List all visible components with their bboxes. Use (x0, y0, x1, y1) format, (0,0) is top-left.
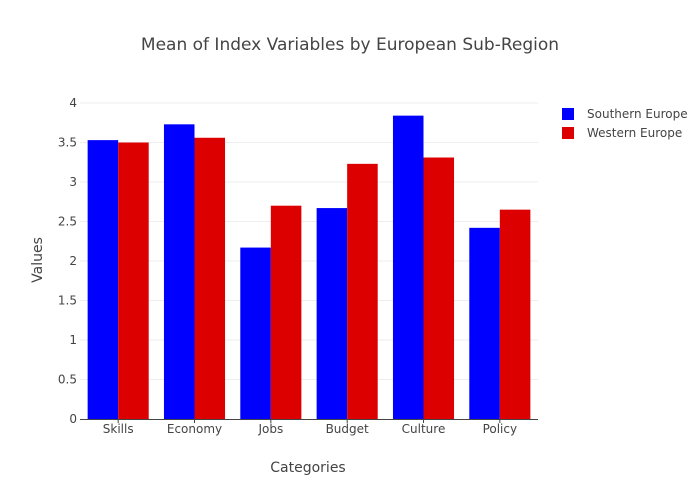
bar-western-europe-jobs (270, 205, 302, 419)
y-tick-label: 1.5 (58, 294, 77, 308)
bar-southern-europe-jobs (240, 247, 271, 419)
y-tick-label: 2.5 (58, 215, 77, 229)
y-tick-label: 2 (69, 254, 77, 268)
x-tick-label: Policy (483, 422, 518, 436)
bar-western-europe-policy (499, 209, 531, 419)
x-tick-label: Jobs (257, 422, 283, 436)
x-tick-label: Economy (167, 422, 222, 436)
x-tick-label: Budget (326, 422, 369, 436)
bar-southern-europe-economy (163, 124, 195, 419)
y-tick-label: 3 (69, 175, 77, 189)
bar-western-europe-culture (423, 157, 455, 419)
y-tick-label: 1 (69, 333, 77, 347)
bar-southern-europe-culture (392, 115, 424, 419)
x-tick-label: Skills (103, 422, 134, 436)
bar-layer (87, 115, 531, 419)
bar-southern-europe-skills (87, 140, 119, 419)
legend-label: Western Europe (587, 126, 682, 140)
legend-swatch (562, 127, 574, 139)
bar-southern-europe-budget (316, 208, 348, 419)
x-axis-title: Categories (270, 460, 345, 476)
bar-western-europe-budget (347, 163, 378, 419)
bar-southern-europe-policy (469, 227, 500, 419)
axis-layer: 0 0.5 1 1.5 2 2.5 3 3.5 4 Skills Economy Jobs Budget… (58, 96, 538, 436)
grid-layer (80, 102, 538, 380)
y-axis-title: Values (30, 237, 46, 283)
bar-western-europe-skills (118, 142, 149, 419)
y-tick-label: 0 (69, 412, 77, 426)
legend-swatch (562, 108, 574, 120)
legend-label: Southern Europe (587, 107, 688, 121)
bar-western-europe-economy (194, 137, 226, 419)
chart-title: Mean of Index Variables by European Sub-… (141, 35, 559, 55)
y-tick-label: 3.5 (58, 136, 77, 150)
legend: Southern Europe Western Europe (562, 107, 688, 140)
y-tick-label: 0.5 (58, 373, 77, 387)
y-tick-label: 4 (69, 96, 77, 110)
x-tick-label: Culture (402, 422, 446, 436)
